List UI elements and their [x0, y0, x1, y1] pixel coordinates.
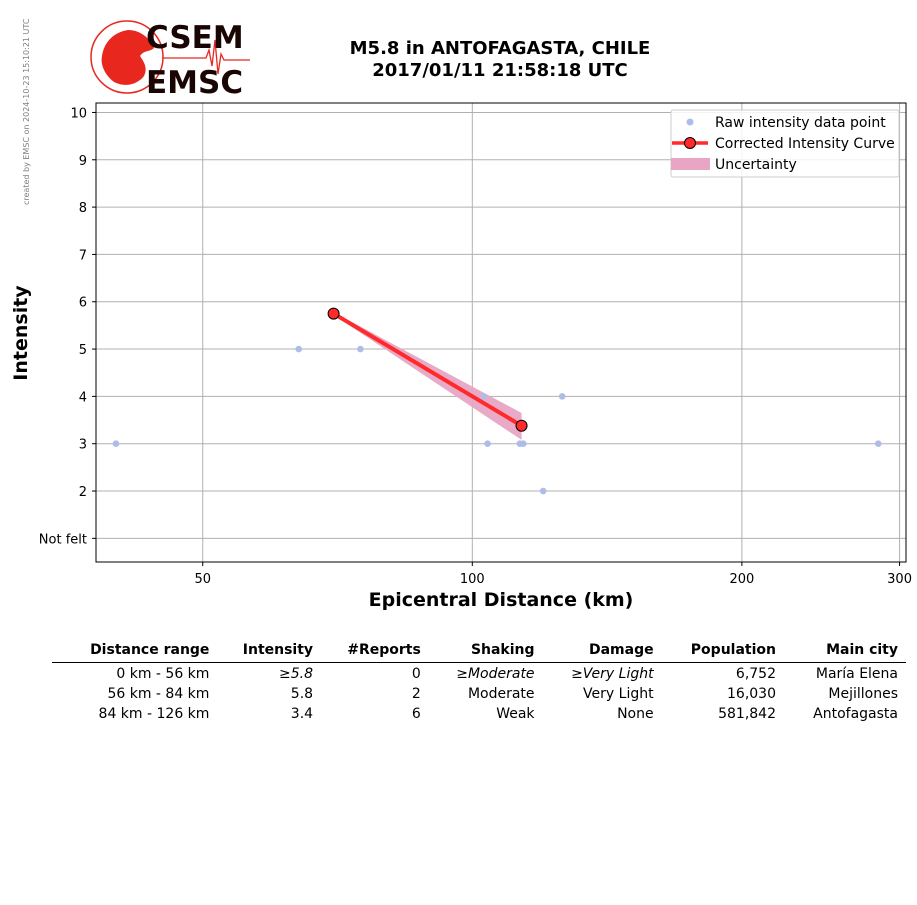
logo-text-emsc: EMSC — [146, 65, 243, 100]
header-reports: #Reports — [321, 640, 429, 663]
x-tick-label: 300 — [887, 572, 912, 587]
cell-damage: None — [617, 706, 654, 722]
cell-city: Antofagasta — [813, 706, 898, 722]
x-tick-label: 50 — [194, 572, 211, 587]
raw-intensity-point — [357, 345, 364, 353]
cell-shaking: ≥Moderate — [456, 666, 535, 682]
header-shaking: Shaking — [428, 640, 543, 663]
raw-intensity-point — [480, 393, 488, 400]
raw-intensity-point — [519, 440, 527, 448]
y-axis-title: Intensity — [10, 285, 32, 381]
y-tick-label: 8 — [79, 201, 87, 216]
cell-shaking: Weak — [496, 706, 535, 722]
table-row: 0 km - 56 km ≥5.8 0 ≥Moderate ≥Very Ligh… — [52, 663, 906, 684]
x-axis-title: Epicentral Distance (km) — [369, 589, 634, 611]
legend-curve-label: Corrected Intensity Curve — [715, 136, 895, 152]
cell-range: 84 km - 126 km — [98, 706, 210, 722]
table-row: 84 km - 126 km 3.4 6 Weak None 581,842 A… — [52, 703, 906, 723]
cell-intensity: ≥5.8 — [279, 666, 314, 682]
header-intensity: Intensity — [217, 640, 322, 663]
logo-seismogram — [162, 39, 250, 75]
cell-population: 6,752 — [735, 666, 776, 682]
cell-damage: ≥Very Light — [571, 666, 654, 682]
cell-shaking: Moderate — [467, 686, 535, 702]
cell-range: 0 km - 56 km — [116, 666, 210, 682]
raw-intensity-point — [558, 393, 566, 400]
cell-reports: 0 — [411, 666, 421, 682]
y-tick-label: 2 — [79, 485, 87, 500]
chart-title-line2: 2017/01/11 21:58:18 UTC — [372, 60, 628, 81]
legend-curve-marker-icon — [684, 137, 696, 149]
header-population: Population — [661, 640, 784, 663]
cell-population: 16,030 — [727, 686, 776, 702]
raw-points-layer — [112, 345, 882, 495]
cell-city: María Elena — [815, 666, 898, 682]
y-tick-label: 3 — [79, 438, 87, 453]
y-tick-label: 5 — [79, 343, 87, 358]
legend: Raw intensity data point Corrected Inten… — [670, 109, 900, 178]
cell-intensity: 3.4 — [290, 706, 314, 722]
corrected-intensity-line — [332, 311, 523, 428]
logo-map-shape — [101, 30, 154, 85]
raw-intensity-point — [539, 487, 547, 495]
summary-header-row: Distance range Intensity #Reports Shakin… — [52, 640, 906, 663]
uncertainty-band — [333, 312, 522, 440]
corrected-intensity-marker — [327, 307, 340, 320]
raw-intensity-point — [112, 440, 120, 448]
y-tick-label: 7 — [79, 248, 87, 263]
header-city: Main city — [784, 640, 906, 663]
intensity-chart: 50 100 200 300 Not felt 2 3 4 5 6 7 8 9 10 Epicentral… — [10, 102, 912, 611]
logo-globe-icon — [90, 20, 164, 94]
header-distance: Distance range — [52, 640, 218, 663]
y-tick-label: 10 — [70, 106, 87, 121]
emsc-logo: CSEM EMSC — [90, 20, 250, 100]
y-tick-label: 9 — [79, 154, 87, 169]
legend-uncertainty-swatch — [671, 158, 710, 170]
legend-raw-label: Raw intensity data point — [715, 115, 886, 131]
cell-reports: 2 — [411, 686, 421, 702]
cell-population: 581,842 — [718, 706, 776, 722]
axis-ticks: 50 100 200 300 Not felt 2 3 4 5 6 7 8 9 10 — [39, 106, 912, 587]
intensity-summary-table: Distance range Intensity #Reports Shakin… — [52, 640, 906, 723]
chart-title-line1: M5.8 in ANTOFAGASTA, CHILE — [349, 38, 651, 59]
y-tick-label: 4 — [79, 390, 87, 405]
legend-uncertainty-label: Uncertainty — [715, 157, 797, 173]
cell-range: 56 km - 84 km — [107, 686, 210, 702]
raw-intensity-point — [295, 345, 303, 353]
chart-title: M5.8 in ANTOFAGASTA, CHILE 2017/01/11 21… — [250, 38, 750, 82]
x-tick-label: 100 — [460, 572, 485, 587]
raw-intensity-point — [484, 440, 491, 448]
legend-raw-point-icon — [686, 118, 694, 126]
cell-damage: Very Light — [583, 686, 654, 702]
y-tick-label: Not felt — [39, 532, 87, 547]
plot-frame — [95, 102, 907, 563]
logo-text-csem: CSEM — [146, 20, 244, 56]
y-tick-label: 6 — [79, 296, 87, 311]
x-tick-label: 200 — [729, 572, 754, 587]
cell-intensity: 5.8 — [290, 686, 314, 702]
header-damage: Damage — [542, 640, 662, 663]
table-row: 56 km - 84 km 5.8 2 Moderate Very Light … — [52, 683, 906, 703]
corrected-curve-layer — [327, 307, 528, 432]
cell-reports: 6 — [411, 706, 421, 722]
corrected-intensity-marker — [515, 419, 528, 432]
raw-intensity-point — [874, 440, 882, 448]
uncertainty-band-layer — [333, 312, 522, 440]
legend-box — [670, 109, 900, 178]
cell-city: Mejillones — [828, 686, 898, 702]
